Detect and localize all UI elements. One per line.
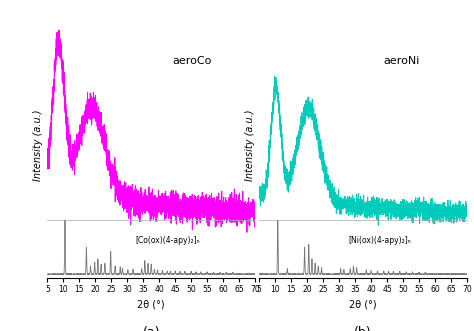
X-axis label: 2θ (°): 2θ (°) (349, 300, 377, 309)
Y-axis label: Intensity (a.u.): Intensity (a.u.) (33, 110, 43, 181)
Text: aeroCo: aeroCo (172, 56, 211, 66)
Y-axis label: Intensity (a.u.): Intensity (a.u.) (245, 110, 255, 181)
Text: (a): (a) (143, 326, 160, 331)
Text: aeroNi: aeroNi (384, 56, 420, 66)
X-axis label: 2θ (°): 2θ (°) (137, 300, 165, 309)
Text: (b): (b) (354, 326, 372, 331)
Text: [Co(ox)(4-apy)₂]ₙ: [Co(ox)(4-apy)₂]ₙ (136, 236, 200, 246)
Text: [Ni(ox)(4-apy)₂]ₙ: [Ni(ox)(4-apy)₂]ₙ (348, 236, 411, 246)
